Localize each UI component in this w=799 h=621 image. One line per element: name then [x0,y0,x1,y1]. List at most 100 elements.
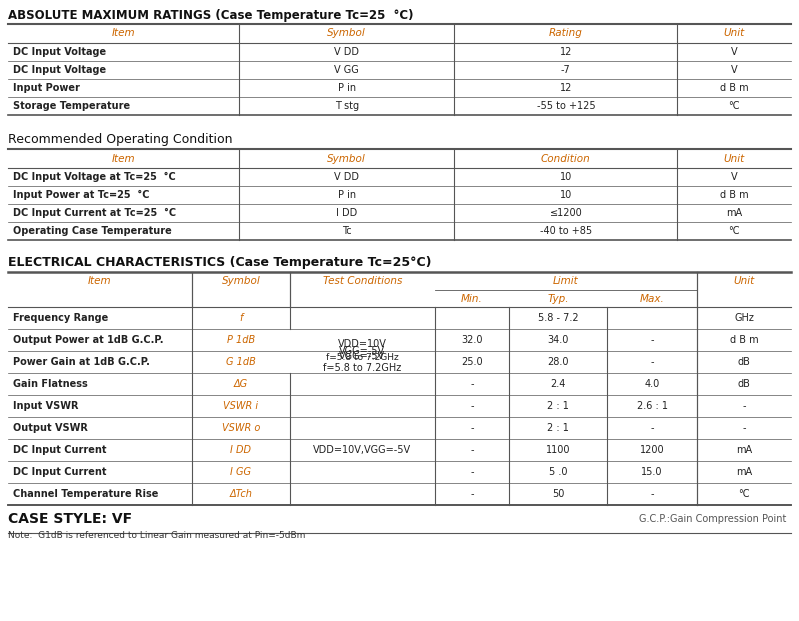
Text: Output Power at 1dB G.C.P.: Output Power at 1dB G.C.P. [13,335,164,345]
Text: 5.8 - 7.2: 5.8 - 7.2 [538,313,578,323]
Text: -40 to +85: -40 to +85 [540,226,592,236]
Text: f=5.8 to 7.2GHz: f=5.8 to 7.2GHz [326,353,399,363]
Text: -55 to +125: -55 to +125 [537,101,595,111]
Text: 25.0: 25.0 [461,357,483,367]
Text: -: - [650,357,654,367]
Text: °C: °C [738,489,749,499]
Text: -: - [470,423,474,433]
Text: Max.: Max. [640,294,665,304]
Text: GHz: GHz [734,313,754,323]
Text: DC Input Voltage: DC Input Voltage [13,65,106,75]
Text: VSWR i: VSWR i [224,401,259,411]
Text: 28.0: 28.0 [547,357,569,367]
Text: Rating: Rating [549,29,582,39]
Text: 34.0: 34.0 [547,335,569,345]
Text: Recommended Operating Condition: Recommended Operating Condition [8,134,233,147]
Text: VDD=10V,VGG=-5V: VDD=10V,VGG=-5V [313,445,411,455]
Text: mA: mA [726,208,742,218]
Text: Item: Item [88,276,112,286]
Text: mA: mA [736,445,752,455]
Text: -7: -7 [561,65,570,75]
Text: Input VSWR: Input VSWR [13,401,78,411]
Text: VGG=-5V
f=5.8 to 7.2GHz: VGG=-5V f=5.8 to 7.2GHz [323,351,401,373]
Text: ≤1200: ≤1200 [550,208,582,218]
Text: P in: P in [338,190,356,200]
Text: °C: °C [729,101,740,111]
Text: ELECTRICAL CHARACTERISTICS (Case Temperature Tc=25°C): ELECTRICAL CHARACTERISTICS (Case Tempera… [8,256,431,269]
Text: Operating Case Temperature: Operating Case Temperature [13,226,172,236]
Text: Symbol: Symbol [328,153,366,163]
Text: Tc: Tc [342,226,352,236]
Text: 12: 12 [560,83,572,93]
Text: -: - [470,401,474,411]
Text: DC Input Current: DC Input Current [13,445,106,455]
Text: Input Power: Input Power [13,83,80,93]
Text: 2 : 1: 2 : 1 [547,423,569,433]
Text: ΔTch: ΔTch [229,489,252,499]
Text: DC Input Current: DC Input Current [13,467,106,477]
Text: DC Input Voltage: DC Input Voltage [13,47,106,57]
Text: 1100: 1100 [546,445,570,455]
Text: V DD: V DD [334,172,359,182]
Text: °C: °C [729,226,740,236]
Text: P in: P in [338,83,356,93]
Text: 2.4: 2.4 [551,379,566,389]
Text: I DD: I DD [336,208,357,218]
Text: -: - [470,489,474,499]
Text: Channel Temperature Rise: Channel Temperature Rise [13,489,158,499]
Text: P 1dB: P 1dB [227,335,255,345]
Text: Test Conditions: Test Conditions [323,276,402,286]
Text: -: - [470,379,474,389]
Text: CASE STYLE: VF: CASE STYLE: VF [8,512,132,526]
Text: Input Power at Tc=25  °C: Input Power at Tc=25 °C [13,190,149,200]
Text: Storage Temperature: Storage Temperature [13,101,130,111]
Text: Item: Item [112,29,135,39]
Text: V: V [731,172,737,182]
Text: 1200: 1200 [640,445,664,455]
Text: VDD=10V: VDD=10V [338,339,387,349]
Text: 32.0: 32.0 [461,335,483,345]
Text: f: f [239,313,243,323]
Text: -: - [650,423,654,433]
Text: Note:  G1dB is referenced to Linear Gain measured at Pin=-5dBm: Note: G1dB is referenced to Linear Gain … [8,530,305,540]
Text: G.C.P.:Gain Compression Point: G.C.P.:Gain Compression Point [638,514,786,524]
Text: -: - [650,489,654,499]
Text: Unit: Unit [724,29,745,39]
Text: -: - [470,467,474,477]
Text: T stg: T stg [335,101,359,111]
Text: VSWR o: VSWR o [222,423,260,433]
Text: Unit: Unit [724,153,745,163]
Text: Item: Item [112,153,135,163]
Text: Unit: Unit [733,276,754,286]
Text: -: - [470,445,474,455]
Text: V: V [731,65,737,75]
Text: Symbol: Symbol [328,29,366,39]
Text: Min.: Min. [461,294,483,304]
Text: d B m: d B m [720,83,749,93]
Text: -: - [650,335,654,345]
Text: VGG=-5V: VGG=-5V [340,346,385,356]
Text: d B m: d B m [729,335,758,345]
Text: DC Input Current at Tc=25  °C: DC Input Current at Tc=25 °C [13,208,176,218]
Text: 5 .0: 5 .0 [549,467,567,477]
Text: Limit: Limit [553,276,578,286]
Text: 4.0: 4.0 [644,379,660,389]
Text: Typ.: Typ. [547,294,569,304]
Text: d B m: d B m [720,190,749,200]
Text: 10: 10 [560,172,572,182]
Text: V GG: V GG [334,65,359,75]
Text: I DD: I DD [230,445,252,455]
Text: Symbol: Symbol [221,276,260,286]
Text: G 1dB: G 1dB [226,357,256,367]
Text: Gain Flatness: Gain Flatness [13,379,88,389]
Text: DC Input Voltage at Tc=25  °C: DC Input Voltage at Tc=25 °C [13,172,176,182]
Text: 50: 50 [552,489,564,499]
Text: I GG: I GG [230,467,252,477]
Text: ABSOLUTE MAXIMUM RATINGS (Case Temperature Tc=25  °C): ABSOLUTE MAXIMUM RATINGS (Case Temperatu… [8,9,414,22]
Text: 2.6 : 1: 2.6 : 1 [637,401,667,411]
Text: 12: 12 [560,47,572,57]
Text: Power Gain at 1dB G.C.P.: Power Gain at 1dB G.C.P. [13,357,150,367]
Text: dB: dB [737,357,750,367]
Text: V DD: V DD [334,47,359,57]
Text: Condition: Condition [541,153,590,163]
